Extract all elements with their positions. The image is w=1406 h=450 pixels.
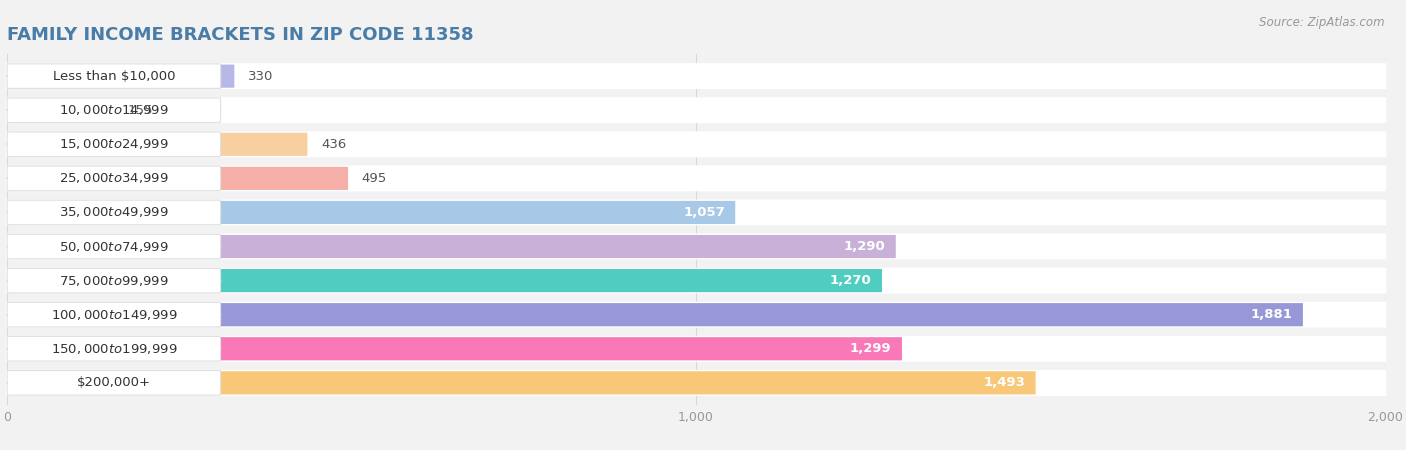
FancyBboxPatch shape bbox=[7, 64, 235, 88]
FancyBboxPatch shape bbox=[6, 199, 1386, 225]
Text: Less than $10,000: Less than $10,000 bbox=[52, 70, 176, 83]
FancyBboxPatch shape bbox=[7, 132, 221, 157]
FancyBboxPatch shape bbox=[6, 268, 1386, 293]
FancyBboxPatch shape bbox=[7, 201, 735, 224]
Text: 495: 495 bbox=[361, 172, 387, 185]
Text: $100,000 to $149,999: $100,000 to $149,999 bbox=[51, 308, 177, 322]
Text: $200,000+: $200,000+ bbox=[77, 376, 150, 389]
FancyBboxPatch shape bbox=[7, 302, 221, 327]
FancyBboxPatch shape bbox=[6, 63, 1386, 89]
FancyBboxPatch shape bbox=[6, 131, 1386, 157]
FancyBboxPatch shape bbox=[7, 337, 903, 360]
Text: 1,270: 1,270 bbox=[830, 274, 872, 287]
Text: 330: 330 bbox=[249, 70, 274, 83]
FancyBboxPatch shape bbox=[7, 337, 221, 361]
Text: $75,000 to $99,999: $75,000 to $99,999 bbox=[59, 274, 169, 288]
Text: $150,000 to $199,999: $150,000 to $199,999 bbox=[51, 342, 177, 356]
Text: Source: ZipAtlas.com: Source: ZipAtlas.com bbox=[1260, 16, 1385, 29]
FancyBboxPatch shape bbox=[6, 336, 1386, 362]
FancyBboxPatch shape bbox=[7, 371, 1036, 395]
Text: 155: 155 bbox=[128, 104, 153, 117]
FancyBboxPatch shape bbox=[7, 64, 221, 88]
FancyBboxPatch shape bbox=[7, 268, 221, 293]
FancyBboxPatch shape bbox=[7, 200, 221, 225]
FancyBboxPatch shape bbox=[7, 269, 882, 292]
Text: 1,493: 1,493 bbox=[983, 376, 1025, 389]
FancyBboxPatch shape bbox=[7, 234, 221, 259]
FancyBboxPatch shape bbox=[6, 97, 1386, 123]
FancyBboxPatch shape bbox=[7, 371, 221, 395]
Text: $25,000 to $34,999: $25,000 to $34,999 bbox=[59, 171, 169, 185]
Text: $50,000 to $74,999: $50,000 to $74,999 bbox=[59, 239, 169, 253]
FancyBboxPatch shape bbox=[6, 370, 1386, 396]
FancyBboxPatch shape bbox=[7, 133, 308, 156]
FancyBboxPatch shape bbox=[6, 234, 1386, 260]
Text: 1,057: 1,057 bbox=[683, 206, 725, 219]
Text: 1,881: 1,881 bbox=[1251, 308, 1292, 321]
FancyBboxPatch shape bbox=[6, 302, 1386, 328]
Text: FAMILY INCOME BRACKETS IN ZIP CODE 11358: FAMILY INCOME BRACKETS IN ZIP CODE 11358 bbox=[7, 26, 474, 44]
Text: $10,000 to $14,999: $10,000 to $14,999 bbox=[59, 103, 169, 117]
Text: 1,299: 1,299 bbox=[851, 342, 891, 355]
FancyBboxPatch shape bbox=[7, 166, 221, 191]
Text: 436: 436 bbox=[321, 138, 346, 151]
FancyBboxPatch shape bbox=[6, 166, 1386, 191]
FancyBboxPatch shape bbox=[7, 235, 896, 258]
FancyBboxPatch shape bbox=[7, 98, 221, 122]
Text: $15,000 to $24,999: $15,000 to $24,999 bbox=[59, 137, 169, 151]
FancyBboxPatch shape bbox=[7, 99, 114, 122]
Text: $35,000 to $49,999: $35,000 to $49,999 bbox=[59, 206, 169, 220]
FancyBboxPatch shape bbox=[7, 167, 349, 190]
Text: 1,290: 1,290 bbox=[844, 240, 886, 253]
FancyBboxPatch shape bbox=[7, 303, 1303, 326]
